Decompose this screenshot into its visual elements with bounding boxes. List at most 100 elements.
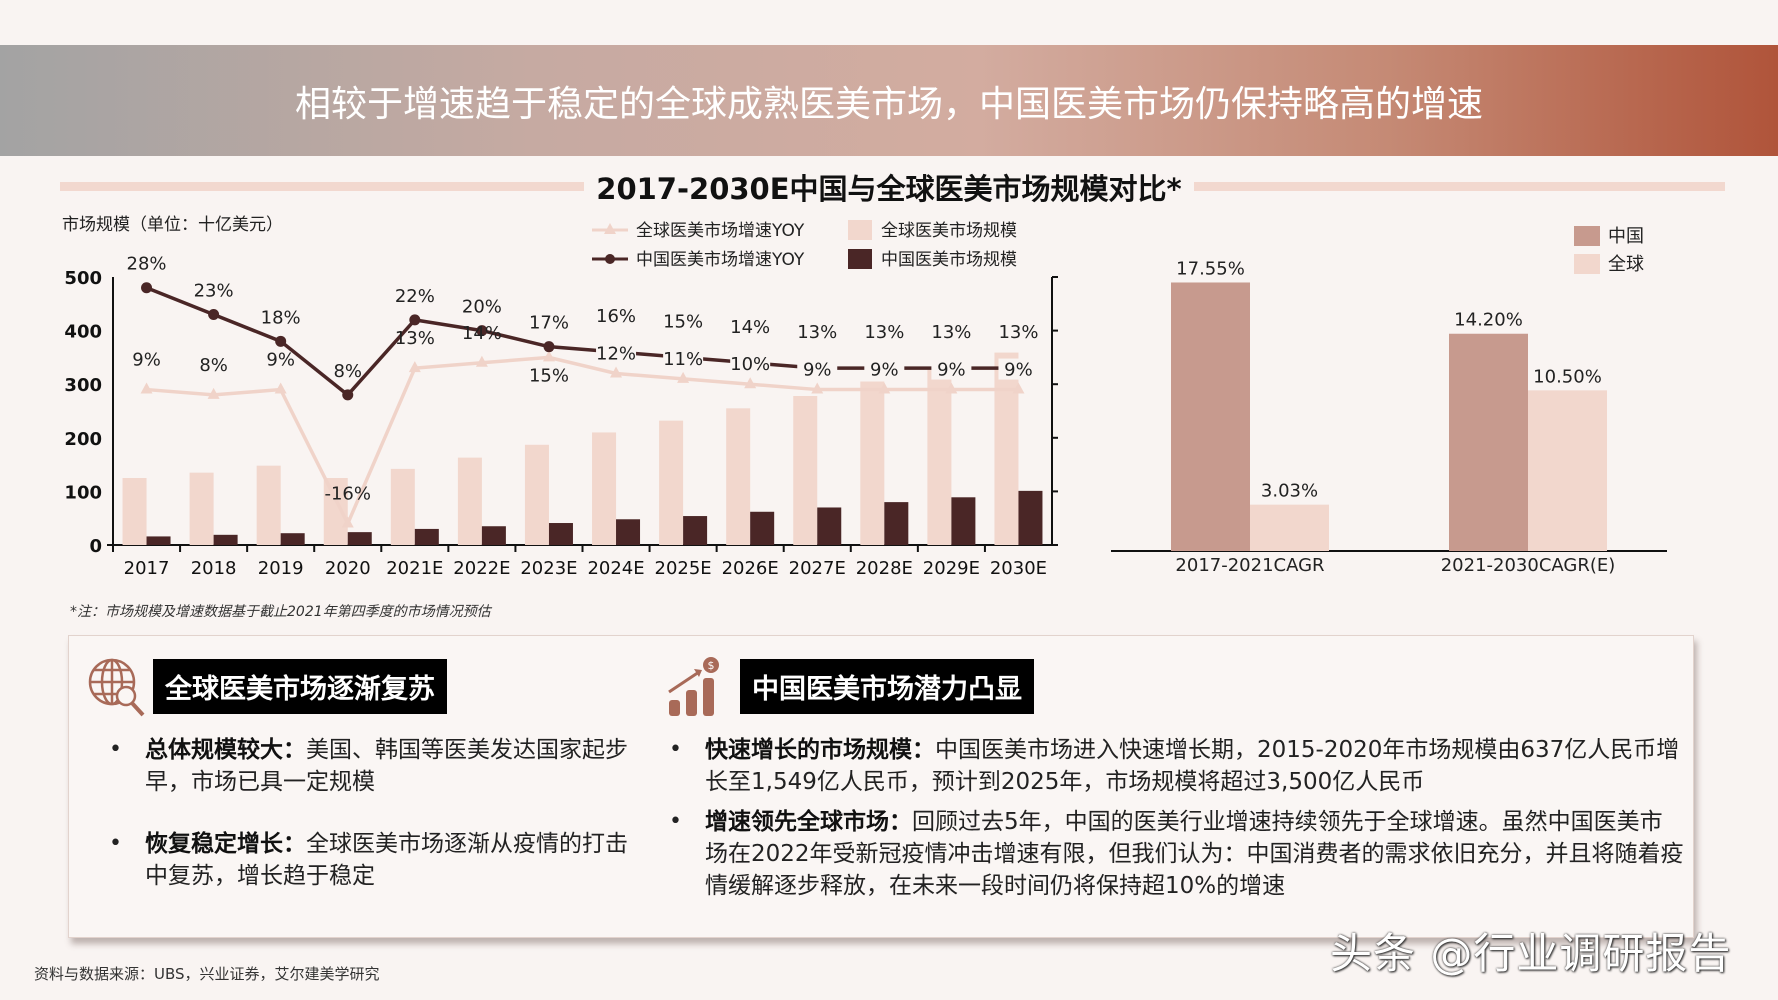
global-growth-label: 9%: [937, 360, 966, 381]
china-growth-marker: [141, 282, 153, 294]
global-growth-label: 15%: [529, 365, 569, 386]
global-growth-label: 9%: [132, 350, 161, 371]
x-tick-label: 2030E: [990, 558, 1047, 579]
x-tick-label: 2027E: [789, 558, 846, 579]
x-tick-label: 2024E: [587, 558, 644, 579]
global-growth-marker: [811, 382, 824, 394]
china-size-bar: [213, 534, 238, 545]
global-growth-marker: [341, 516, 354, 528]
bullet-item: • 总体规模较大：美国、韩国等医美发达国家起步早，市场已具一定规模: [109, 734, 629, 798]
global-growth-marker: [1012, 382, 1025, 394]
china-growth-marker: [476, 325, 488, 337]
source-note: 资料与数据来源：UBS，兴业证券，艾尔建美学研究: [34, 965, 380, 983]
global-growth-label: 12%: [596, 343, 636, 364]
bullet-body: 增速领先全球市场：回顾过去5年，中国的医美行业增速持续领先于全球增速。虽然中国医…: [705, 806, 1684, 902]
global-size-bar: [592, 432, 617, 545]
global-size-bar: [323, 478, 348, 545]
china-growth-label: 14%: [730, 317, 770, 338]
label-bg: [998, 358, 1039, 380]
bullet-heading: 快速增长的市场规模：: [705, 737, 935, 763]
footnote: *注：市场规模及增速数据基于截止2021年第四季度的市场情况预估: [70, 604, 491, 620]
growth-chart-dollar-icon: $: [668, 657, 719, 716]
bullet-text: 中国医美市场进入快速增长期，2015-2020年市场规模由637亿人民币增长至1…: [705, 737, 1680, 795]
global-size-bar: [726, 408, 751, 545]
cagr-chart: 17.55% 14.20% 3.03% 10.50% 2017-2021CAGR 2021…: [1111, 226, 1667, 576]
china-growth-label: 13%: [864, 322, 904, 343]
bullet-icon: •: [109, 737, 122, 762]
legend-label: 中国医美市场规模: [881, 250, 1017, 270]
legend-label: 全球: [1608, 254, 1644, 275]
legend-global-swatch: [848, 220, 872, 240]
china-growth-marker: [208, 309, 220, 321]
global-growth-label: 10%: [730, 354, 770, 375]
market-size-chart: 市场规模（单位：十亿美元） 0 100 200 300 400 500 2017 2018 201…: [62, 215, 1058, 579]
legend-triangle-icon: [604, 223, 616, 234]
china-growth-label: 13%: [998, 322, 1038, 343]
global-growth-marker: [945, 382, 958, 394]
label-bg: [931, 358, 972, 380]
global-growth-label: -16%: [324, 484, 371, 505]
china-growth-label: 22%: [395, 286, 435, 307]
global-growth-label: 13%: [395, 328, 435, 349]
global-cagr-bar: [1528, 390, 1607, 551]
china-size-bar: [414, 528, 439, 545]
china-size-bar: [750, 511, 775, 545]
bullet-item: • 增速领先全球市场：回顾过去5年，中国的医美行业增速持续领先于全球增速。虽然中国…: [669, 806, 1684, 902]
y-tick-label: 0: [89, 536, 102, 557]
cagr-value-label: 14.20%: [1454, 310, 1523, 331]
global-size-bar: [659, 420, 684, 545]
bullet-text: 回顾过去5年，中国的医美行业增速持续领先于全球增速。虽然中国医美市场在2022年…: [705, 809, 1684, 899]
global-growth-label: 8%: [199, 355, 228, 376]
china-growth-label: 16%: [596, 306, 636, 327]
global-growth-marker: [475, 355, 488, 367]
china-growth-label: 8%: [333, 361, 362, 382]
label-bg: [797, 358, 838, 380]
legend-china-swatch: [848, 249, 872, 269]
china-size-bar: [951, 497, 976, 545]
y-tick-label: 500: [64, 268, 102, 289]
global-growth-marker: [542, 350, 555, 362]
global-size-bar: [390, 468, 415, 545]
global-size-bar: [189, 472, 214, 545]
right-bullet-list: • 快速增长的市场规模：中国医美市场进入快速增长期，2015-2020年市场规模由…: [669, 734, 1684, 902]
global-growth-marker: [610, 366, 623, 378]
bullet-text: 全球医美市场逐渐从疫情的打击中复苏，增长趋于稳定: [145, 831, 628, 889]
cagr-value-label: 10.50%: [1533, 366, 1602, 387]
global-size-bar: [994, 352, 1019, 545]
bullet-icon: •: [669, 809, 682, 834]
divider: [1185, 182, 1725, 191]
china-cagr-bar: [1171, 282, 1250, 551]
bullet-heading: 恢复稳定增长：: [145, 831, 306, 857]
x-tick-label: 2020: [325, 558, 371, 579]
china-size-bar: [683, 516, 708, 545]
global-growth-label: 11%: [663, 349, 703, 370]
global-growth-label: 9%: [803, 360, 832, 381]
bullet-body: 快速增长的市场规模：中国医美市场进入快速增长期，2015-2020年市场规模由6…: [705, 734, 1684, 798]
x-tick-label: 2026E: [722, 558, 779, 579]
left-bullet-list: • 总体规模较大：美国、韩国等医美发达国家起步早，市场已具一定规模 • 恢复稳定增长：…: [109, 734, 629, 892]
chart-title-wrap: 2017-2030E中国与全球医美市场规模对比*: [0, 166, 1778, 208]
china-growth-label: 15%: [663, 311, 703, 332]
x-tick-label: 2028E: [856, 558, 913, 579]
bullet-item: • 快速增长的市场规模：中国医美市场进入快速增长期，2015-2020年市场规模由…: [669, 734, 1684, 798]
x-tick-label: 2018: [191, 558, 237, 579]
global-size-bar: [122, 478, 147, 545]
y-tick-label: 200: [64, 429, 102, 450]
legend-label: 全球医美市场增速YOY: [636, 221, 805, 241]
legend-label: 全球医美市场规模: [881, 221, 1017, 241]
global-growth-label: 9%: [266, 350, 295, 371]
global-growth-marker: [677, 371, 690, 383]
china-growth-label: 13%: [797, 322, 837, 343]
label-bg: [663, 347, 704, 369]
china-growth-label: 18%: [261, 307, 301, 328]
china-growth-marker: [275, 335, 287, 347]
x-tick-label: 2029E: [923, 558, 980, 579]
bullet-body: 总体规模较大：美国、韩国等医美发达国家起步早，市场已具一定规模: [145, 734, 629, 798]
x-tick-label: 2022E: [453, 558, 510, 579]
svg-text:$: $: [708, 659, 715, 672]
bullet-text: 美国、韩国等医美发达国家起步早，市场已具一定规模: [145, 737, 628, 795]
global-size-bar: [457, 457, 482, 545]
china-growth-marker: [543, 341, 555, 353]
global-growth-marker: [408, 361, 421, 373]
